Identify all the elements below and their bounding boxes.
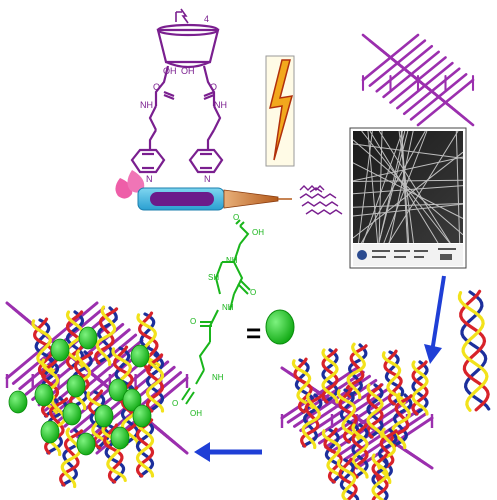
arrow-left	[194, 442, 262, 462]
pyridine-nitrogen-2: N	[204, 174, 211, 184]
repeat-count-label: 4	[204, 14, 210, 24]
amide-label-1: NH	[140, 100, 153, 110]
oxygen-label-2: O	[210, 82, 218, 92]
gsh-amide-2: NH	[222, 303, 234, 312]
gsh-hydroxyl-top: OH	[252, 228, 264, 237]
gsh-amine: NH	[212, 373, 224, 382]
lightning-bolt-icon	[265, 55, 295, 167]
gsh-bead-legend	[265, 309, 295, 345]
gsh-oxygen-2: O	[250, 288, 257, 297]
fiber-mesh-dna-right	[280, 342, 434, 500]
amide-label-2: NH	[214, 100, 227, 110]
hydroxyl-label-1: OH	[163, 66, 177, 76]
gsh-amide-1: NH	[226, 256, 238, 265]
spun-fibers	[299, 185, 343, 215]
gsh-hydroxyl-bottom: OH	[190, 409, 202, 418]
glutathione-structure	[181, 219, 251, 405]
hydroxyl-label-2: OH	[181, 66, 195, 76]
cyclodextrin-structure	[130, 8, 224, 174]
gsh-oxygen-4: O	[172, 399, 179, 408]
gsh-thiol: SH	[208, 273, 220, 282]
pyridine-nitrogen-1: N	[146, 174, 153, 184]
electrospinning-syringe	[115, 170, 292, 211]
arrow-down-right	[424, 275, 446, 364]
oxygen-label-1: O	[153, 82, 161, 92]
equals-sign: =	[246, 318, 262, 348]
gsh-oxygen-3: O	[190, 317, 197, 326]
fiber-mesh-dna-beads-left	[5, 301, 189, 489]
sem-micrograph	[349, 127, 467, 269]
dna-helix-single	[457, 289, 491, 412]
gsh-oxygen-1: O	[233, 213, 240, 222]
fiber-mesh-top	[361, 33, 475, 127]
